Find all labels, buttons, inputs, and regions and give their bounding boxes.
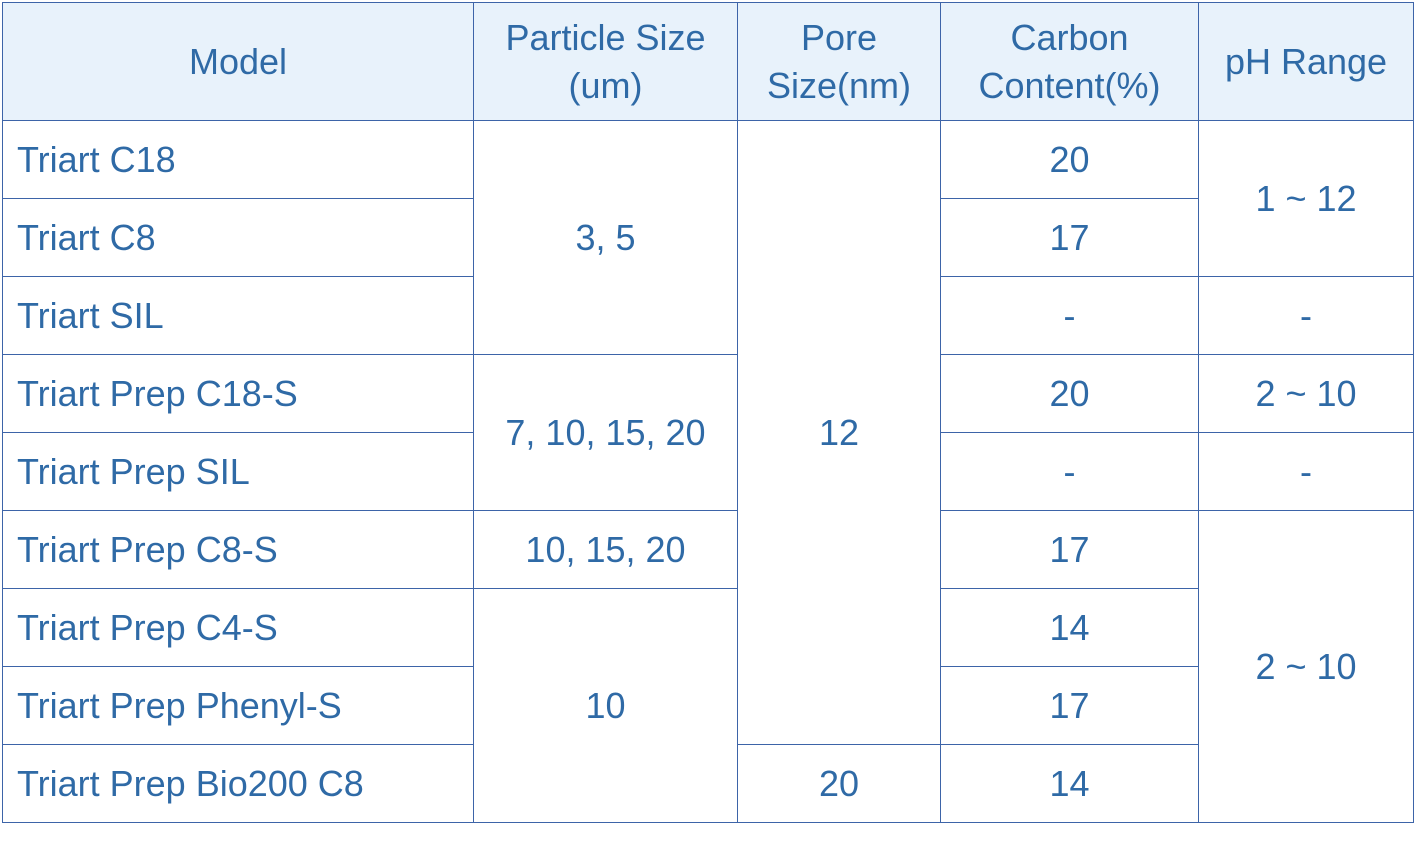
particle-cell: 10, 15, 20 [473, 510, 738, 589]
header-cell: pH Range [1198, 2, 1414, 121]
row: Triart C8 17 [2, 198, 1414, 277]
model-cell: Triart SIL [2, 276, 474, 355]
model-cell: Triart Prep C8-S [2, 510, 474, 589]
ph-cell: - [1198, 432, 1414, 511]
header-cell: Model [2, 2, 474, 121]
ph-cell: 2 ~ 10 [1198, 510, 1414, 823]
carbon-cell: 20 [940, 120, 1199, 199]
row: Triart Prep C8-S 10, 15, 20 17 2 ~ 10 [2, 510, 1414, 823]
model-cell: Triart Prep C4-S [2, 588, 474, 667]
row: Triart C18 3, 5 12 20 1 ~ 12 [2, 120, 1414, 745]
model-cell: Triart Prep SIL [2, 432, 474, 511]
header-cell: Pore Size(nm) [737, 2, 941, 121]
spec-table: Model Particle Size (um) Pore Size(nm) C… [2, 2, 1414, 823]
row: Triart Prep SIL - - [2, 432, 1414, 511]
row: Triart Prep C18-S 7, 10, 15, 20 20 2 ~ 1… [2, 354, 1414, 511]
carbon-cell: 14 [940, 744, 1199, 823]
table-header: Model Particle Size (um) Pore Size(nm) C… [2, 2, 1414, 121]
particle-cell: 3, 5 [473, 120, 738, 355]
pore-cell: 20 [737, 744, 941, 823]
table-body: Triart C18 3, 5 12 20 1 ~ 12 Triart C8 1… [2, 120, 1414, 823]
model-cell: Triart C18 [2, 120, 474, 199]
particle-cell: 7, 10, 15, 20 [473, 354, 738, 511]
model-cell: Triart Prep Bio200 C8 [2, 744, 474, 823]
carbon-cell: 17 [940, 510, 1199, 589]
row: Triart Prep C4-S 10 14 [2, 588, 1414, 823]
model-cell: Triart C8 [2, 198, 474, 277]
carbon-cell: 17 [940, 666, 1199, 745]
carbon-cell: 17 [940, 198, 1199, 277]
carbon-cell: - [940, 276, 1199, 355]
ph-cell: - [1198, 276, 1414, 355]
carbon-cell: 14 [940, 588, 1199, 667]
model-cell: Triart Prep C18-S [2, 354, 474, 433]
header-row: Model Particle Size (um) Pore Size(nm) C… [2, 2, 1414, 121]
header-cell: Carbon Content(%) [940, 2, 1199, 121]
ph-cell: 1 ~ 12 [1198, 120, 1414, 277]
row: Triart Prep Bio200 C8 20 14 [2, 744, 1414, 823]
ph-cell: 2 ~ 10 [1198, 354, 1414, 433]
pore-cell: 12 [737, 120, 941, 745]
particle-cell: 10 [473, 588, 738, 823]
model-cell: Triart Prep Phenyl-S [2, 666, 474, 745]
carbon-cell: - [940, 432, 1199, 511]
header-cell: Particle Size (um) [473, 2, 738, 121]
carbon-cell: 20 [940, 354, 1199, 433]
